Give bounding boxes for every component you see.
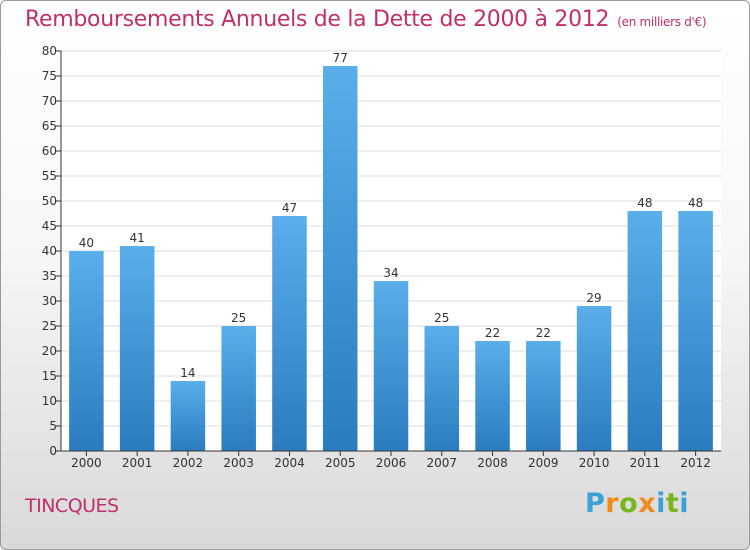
bar-value-label: 14 [180,366,195,380]
bar [627,211,663,451]
y-tick-label: 25 [42,319,57,333]
bar-value-label: 22 [536,326,551,340]
y-tick-label: 30 [42,294,57,308]
y-tick-label: 65 [42,119,57,133]
x-tick-label: 2002 [173,456,204,470]
y-tick-label: 15 [42,369,57,383]
y-tick-label: 35 [42,269,57,283]
logo-letter: i [656,488,666,519]
x-tick-label: 2000 [71,456,102,470]
x-tick-label: 2005 [325,456,356,470]
bar [322,66,358,451]
bar [576,306,612,451]
y-tick-label: 0 [49,444,57,458]
bar [678,211,713,451]
y-tick-label: 80 [42,44,57,58]
commune-name: TINCQUES [25,495,119,517]
y-tick-label: 70 [42,94,57,108]
x-tick-label: 2010 [579,456,610,470]
bar-value-label: 25 [434,311,449,325]
bar-value-label: 41 [130,231,145,245]
bar [69,251,104,451]
logo-letter: i [679,488,690,519]
bar [475,341,510,451]
bar-value-label: 77 [333,51,348,65]
bar [424,326,460,451]
y-tick-label: 20 [42,344,57,358]
bar-value-label: 22 [485,326,500,340]
x-tick-label: 2001 [122,456,153,470]
y-tick-label: 10 [42,394,57,408]
bar-value-label: 34 [383,266,398,280]
proxiti-logo: Proxiti [585,488,689,519]
x-tick-label: 2003 [223,456,254,470]
x-tick-label: 2012 [680,456,711,470]
y-tick-label: 60 [42,144,57,158]
y-tick-label: 5 [49,419,57,433]
y-tick-label: 50 [42,194,57,208]
bar-value-label: 48 [637,196,652,210]
bar [119,246,155,451]
bar [170,381,206,451]
logo-letter: o [619,488,639,519]
x-tick-label: 2008 [477,456,508,470]
x-tick-label: 2009 [528,456,559,470]
bar-value-label: 48 [688,196,703,210]
x-tick-label: 2011 [630,456,661,470]
title-text: Remboursements Annuels de la Dette de 20… [25,7,610,32]
logo-letter: t [665,488,680,519]
bar [272,216,307,451]
bar [373,281,409,451]
bar [526,341,561,451]
bar-value-label: 25 [231,311,246,325]
x-tick-label: 2004 [274,456,305,470]
bar [221,326,256,451]
bar-value-label: 47 [282,201,297,215]
y-tick-label: 75 [42,69,57,83]
bar-value-label: 40 [79,236,94,250]
y-tick-label: 40 [42,244,57,258]
x-tick-label: 2007 [426,456,457,470]
chart-subtitle: (en milliers d'€) [617,15,707,29]
x-tick-label: 2006 [376,456,407,470]
bar-value-label: 29 [586,291,601,305]
logo-letter: x [638,488,657,519]
y-tick-label: 55 [42,169,57,183]
logo-letter: P [585,488,606,519]
y-tick-label: 45 [42,219,57,233]
logo-letter: r [605,488,620,519]
chart-title: Remboursements Annuels de la Dette de 20… [25,7,707,32]
